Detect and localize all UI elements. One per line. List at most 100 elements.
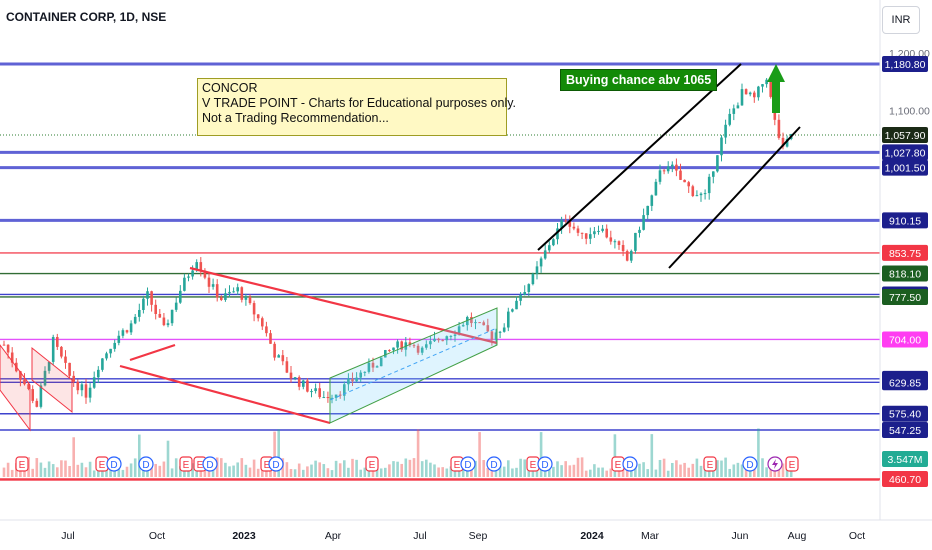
volume-bar — [433, 464, 436, 477]
volume-bar — [461, 469, 465, 477]
volume-bar — [310, 464, 313, 477]
candle-body — [560, 220, 563, 229]
price-badge-bg — [882, 422, 928, 438]
volume-bar — [404, 458, 408, 477]
candle-body — [375, 366, 379, 368]
candle-body — [338, 394, 342, 396]
candle-body — [757, 86, 760, 98]
volume-bar — [64, 460, 67, 477]
candle-body — [543, 250, 547, 259]
candle-body — [707, 176, 711, 194]
candle-body — [330, 397, 334, 399]
candle-body — [244, 296, 248, 300]
candle-body — [162, 317, 166, 326]
volume-bar — [154, 463, 157, 477]
candle-body — [691, 186, 695, 197]
candle-body — [261, 318, 264, 327]
volume-bar — [109, 469, 112, 477]
price-badge-5: 853.75 — [882, 244, 928, 261]
wedge-lower-line — [119, 364, 331, 425]
earnings-marker-label: E — [454, 460, 461, 471]
candle-body — [634, 232, 637, 251]
candle-body — [474, 322, 477, 324]
volume-bar — [732, 464, 736, 477]
dividend-marker-label: D — [206, 460, 213, 471]
candle-body — [736, 105, 740, 109]
candle-body — [679, 170, 682, 180]
candle-body — [187, 276, 190, 278]
candle-body — [576, 228, 580, 233]
candle-body — [466, 317, 469, 326]
volume-bar — [150, 463, 153, 477]
volume-bar — [224, 462, 227, 477]
volume-bar — [580, 457, 584, 477]
candle-body — [478, 322, 481, 324]
volume-bar — [613, 434, 617, 477]
candle-body — [593, 231, 596, 235]
volume-bar — [220, 458, 223, 477]
volume-bar — [687, 467, 690, 477]
candle-body — [396, 341, 399, 348]
volume-bar — [539, 432, 543, 477]
volume-bar — [494, 469, 498, 477]
volume-bar — [412, 458, 416, 477]
volume-bar — [679, 464, 682, 477]
volume-bar — [416, 429, 420, 477]
candle-body — [240, 287, 244, 300]
candle-body — [732, 108, 736, 114]
candle-body — [666, 166, 670, 172]
candle-body — [617, 241, 621, 246]
volume-bar — [265, 469, 268, 477]
candle-body — [289, 372, 293, 379]
volume-bar — [519, 458, 522, 477]
candle-body — [408, 342, 412, 346]
note-line-1: CONCOR — [202, 81, 258, 95]
dividend-marker-label: D — [110, 460, 117, 471]
candle-body — [552, 239, 555, 246]
candle-body — [712, 171, 715, 177]
price-badge-label: 704.00 — [889, 334, 921, 346]
trend-drawings — [0, 63, 801, 432]
volume-bar — [314, 460, 317, 477]
candle-body — [671, 164, 674, 167]
price-badge-bg — [882, 159, 928, 176]
candle-body — [310, 391, 313, 393]
candle-body — [482, 322, 485, 326]
candle-body — [252, 303, 256, 315]
candle-body — [568, 220, 572, 227]
price-badge-bg — [882, 212, 928, 229]
volume-bar — [236, 462, 239, 477]
candle-body — [748, 92, 752, 95]
volume-bar — [420, 461, 424, 477]
candle-body — [121, 330, 125, 336]
channel-upper-line — [537, 63, 742, 251]
candle-body — [117, 335, 121, 343]
currency-button[interactable]: INR — [882, 6, 920, 34]
volume-bar — [31, 468, 34, 477]
volume-bar — [556, 461, 559, 477]
volume-bar — [683, 462, 686, 477]
price-badge-bg — [882, 126, 928, 143]
candle-body — [265, 326, 268, 334]
candle-body — [777, 119, 781, 138]
flag-box-right — [31, 346, 73, 414]
candle-body — [388, 350, 391, 352]
candle-body — [642, 215, 645, 230]
volume-bar — [691, 463, 695, 477]
candle-body — [515, 300, 518, 310]
candle-body — [2, 344, 6, 346]
candle-body — [232, 291, 235, 293]
candle-body — [621, 245, 625, 252]
candle-body — [379, 357, 383, 367]
candle-body — [744, 89, 748, 95]
dividend-marker — [202, 456, 218, 472]
volume-bar — [47, 461, 51, 477]
candle-body — [183, 277, 186, 291]
up-arrow-icon — [767, 64, 785, 113]
earnings-marker — [179, 456, 193, 472]
candle-body — [273, 343, 276, 358]
candle-body — [490, 331, 494, 340]
candle-body — [781, 137, 785, 147]
